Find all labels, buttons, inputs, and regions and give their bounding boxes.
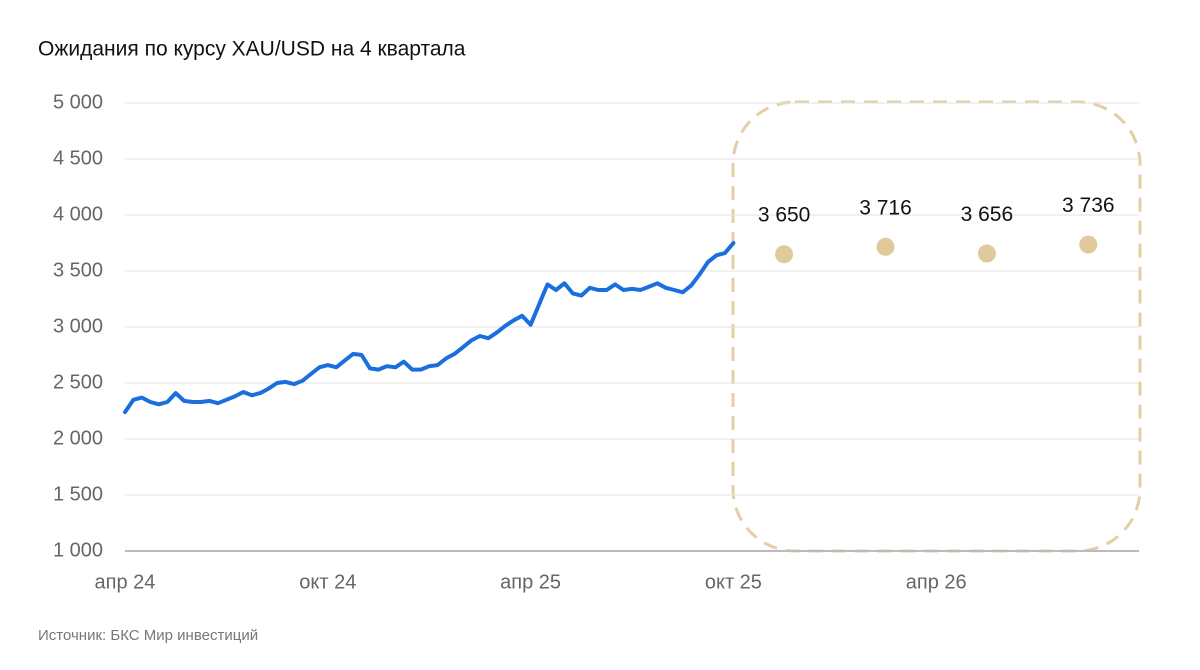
y-tick-label: 1 000 [53,539,103,561]
y-tick-label: 1 500 [53,483,103,505]
price-line [123,241,736,415]
data-label: 3 656 [961,203,1014,226]
source-note: Источник: БКС Мир инвестиций [38,627,258,644]
forecast-point [1079,235,1098,254]
x-tick-label: окт 24 [299,571,356,593]
y-tick-label: 5 000 [53,91,103,113]
y-tick-label: 2 500 [53,371,103,393]
data-label: 3 650 [758,204,811,227]
forecast-point [775,245,794,264]
x-tick-label: апр 24 [95,571,156,593]
forecast-point [876,237,895,256]
x-tick-label: окт 25 [705,571,762,593]
chart-title: Ожидания по курсу XAU/USD на 4 квартала [38,38,466,61]
y-tick-label: 4 000 [53,203,103,225]
y-tick-label: 3 000 [53,315,103,337]
forecast-point [977,244,996,263]
y-tick-label: 3 500 [53,259,103,281]
data-label: 3 736 [1062,194,1115,217]
data-label: 3 716 [859,196,912,219]
x-tick-label: апр 26 [906,571,967,593]
x-tick-label: апр 25 [500,571,561,593]
y-tick-label: 2 000 [53,427,103,449]
y-tick-label: 4 500 [53,147,103,169]
